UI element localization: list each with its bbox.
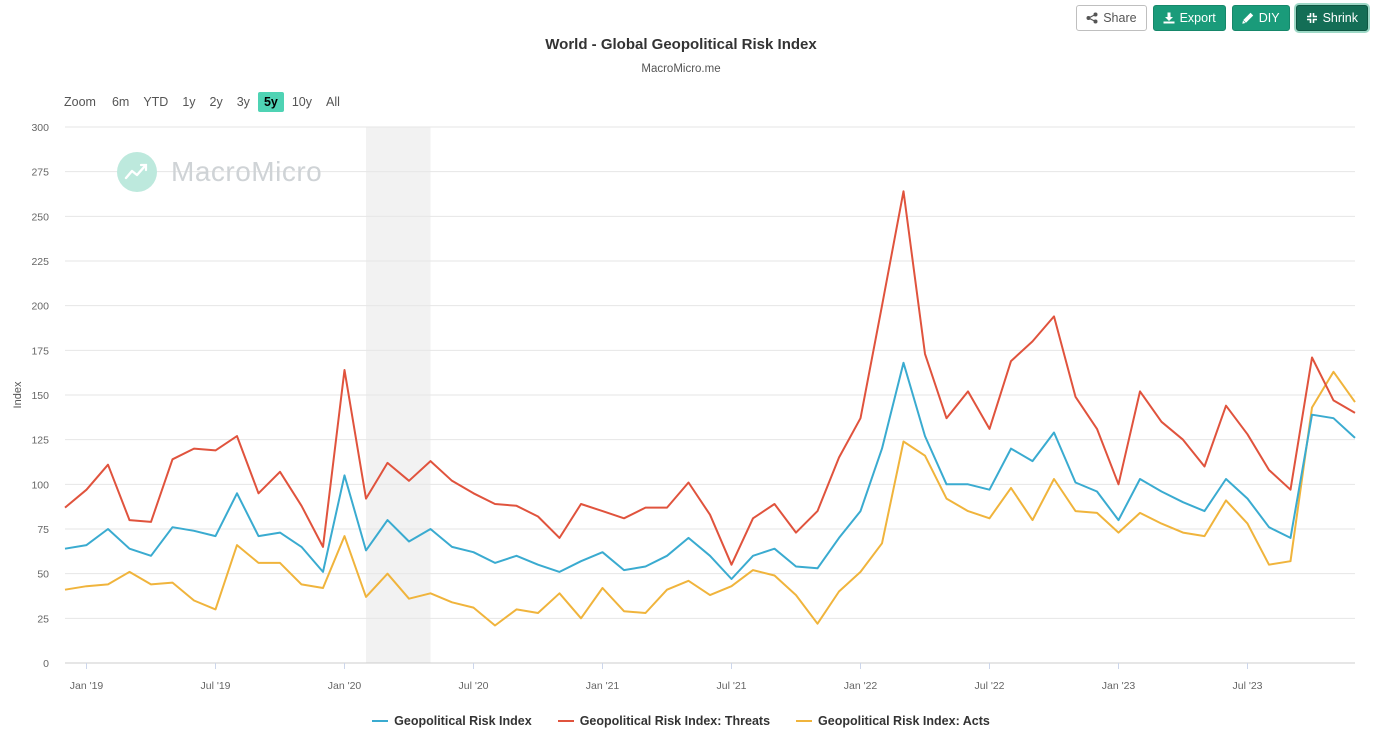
legend-item-threats[interactable]: Geopolitical Risk Index: Threats	[557, 714, 771, 728]
legend-label-threats: Geopolitical Risk Index: Threats	[579, 714, 771, 728]
series-line-threats[interactable]	[64, 190, 1356, 566]
legend-swatch-acts	[796, 720, 813, 722]
macromicro-logo-icon	[117, 152, 157, 192]
legend-swatch-index	[372, 720, 389, 722]
y-tick-label: 125	[31, 435, 49, 447]
shrink-icon	[1306, 13, 1317, 23]
share-icon	[1086, 12, 1098, 24]
range-button-ytd[interactable]: YTD	[143, 95, 169, 109]
export-button[interactable]: Export	[1152, 5, 1226, 31]
range-button-3y[interactable]: 3y	[236, 95, 250, 109]
export-label: Export	[1179, 11, 1216, 25]
range-button-10y[interactable]: 10y	[291, 95, 312, 109]
watermark-text: MacroMicro	[171, 156, 323, 187]
y-tick-label: 175	[31, 345, 49, 357]
x-tick-label: Jul '21	[716, 680, 746, 692]
y-tick-label: 250	[31, 211, 49, 223]
download-icon	[1163, 12, 1175, 24]
y-axis-title: Index	[12, 381, 24, 408]
x-tick-label: Jul '20	[458, 680, 488, 692]
y-tick-label: 225	[31, 256, 49, 268]
x-tick-label: Jul '19	[200, 680, 230, 692]
shrink-button[interactable]: Shrink	[1295, 5, 1368, 31]
y-tick-label: 275	[31, 167, 49, 179]
y-tick-label: 100	[31, 479, 49, 491]
x-tick-label: Jul '22	[974, 680, 1004, 692]
zoom-label: Zoom	[64, 95, 96, 109]
y-tick-label: 75	[37, 524, 49, 536]
watermark: MacroMicro	[117, 152, 322, 192]
share-button[interactable]: Share	[1076, 5, 1147, 31]
y-tick-label: 200	[31, 301, 49, 313]
range-selector: Zoom 6m YTD 1y 2y 3y 5y 10y All	[60, 92, 348, 112]
legend-label-index: Geopolitical Risk Index	[394, 714, 532, 728]
y-tick-label: 150	[31, 390, 49, 402]
legend-swatch-threats	[557, 720, 574, 722]
legend-label-acts: Geopolitical Risk Index: Acts	[818, 714, 990, 728]
series-line-index[interactable]	[64, 361, 1356, 580]
legend-item-acts[interactable]: Geopolitical Risk Index: Acts	[796, 714, 990, 728]
x-tick-label: Jul '23	[1232, 680, 1262, 692]
chart-legend: Geopolitical Risk Index Geopolitical Ris…	[0, 714, 1362, 728]
x-tick-label: Jan '20	[328, 680, 362, 692]
pencil-icon	[1242, 12, 1253, 24]
legend-item-index[interactable]: Geopolitical Risk Index	[372, 714, 532, 728]
x-tick-label: Jan '22	[844, 680, 878, 692]
diy-button[interactable]: DIY	[1231, 5, 1290, 31]
y-tick-label: 0	[43, 658, 49, 670]
y-tick-label: 300	[31, 122, 49, 134]
range-button-5y[interactable]: 5y	[257, 92, 284, 112]
chart-title: World - Global Geopolitical Risk Index	[545, 36, 817, 53]
x-tick-label: Jan '19	[70, 680, 104, 692]
chart-subtitle: MacroMicro.me	[641, 63, 721, 75]
range-button-1y[interactable]: 1y	[182, 95, 196, 109]
series-line-acts[interactable]	[64, 370, 1356, 627]
range-button-6m[interactable]: 6m	[111, 95, 130, 109]
y-tick-label: 25	[37, 613, 49, 625]
chart-toolbar: Share Export DIY Shrink	[1076, 5, 1368, 31]
range-button-all[interactable]: All	[326, 95, 340, 109]
share-label: Share	[1103, 11, 1137, 25]
y-tick-label: 50	[37, 569, 49, 581]
range-button-2y[interactable]: 2y	[209, 95, 223, 109]
diy-label: DIY	[1258, 11, 1280, 25]
shrink-label: Shrink	[1322, 11, 1358, 25]
x-tick-label: Jan '21	[586, 680, 620, 692]
x-tick-label: Jan '23	[1102, 680, 1136, 692]
